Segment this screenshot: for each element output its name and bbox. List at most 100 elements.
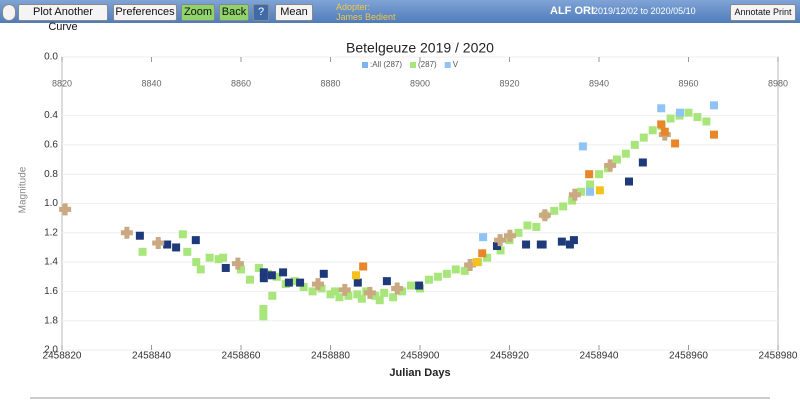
data-point <box>375 296 384 305</box>
data-point <box>172 243 181 252</box>
data-point <box>568 196 577 205</box>
x-tick-label: 2458900 <box>401 351 440 362</box>
data-point <box>219 253 228 262</box>
date-range: 2019/12/02 to 2020/05/10 <box>593 6 696 16</box>
data-point <box>319 269 328 278</box>
x2-tick-label: 8900 <box>410 78 430 88</box>
data-point <box>514 228 523 237</box>
data-point <box>363 286 376 299</box>
chart-title: Betelgeuze 2019 / 2020 <box>346 40 494 56</box>
data-point <box>296 278 305 287</box>
data-point <box>138 247 147 256</box>
button[interactable]: Plot Another Curve <box>18 4 108 33</box>
data-point <box>550 206 559 215</box>
x2-tick-label: 8840 <box>141 78 161 88</box>
data-point <box>442 269 451 278</box>
data-point <box>568 188 581 201</box>
data-point <box>451 265 460 274</box>
x-tick-label: 2458980 <box>759 351 798 362</box>
data-point <box>577 187 586 196</box>
data-point <box>710 130 719 139</box>
data-point <box>660 127 669 136</box>
data-point <box>335 293 344 302</box>
x2-tick-label: 8920 <box>499 78 519 88</box>
data-point <box>120 226 133 239</box>
data-point <box>205 253 214 262</box>
x2-tick-label: 8820 <box>52 78 72 88</box>
data-point <box>359 262 368 271</box>
data-point <box>478 249 487 258</box>
data-point <box>237 265 245 274</box>
data-point <box>684 108 693 117</box>
data-point <box>671 139 680 148</box>
x-tick-label: 2458840 <box>132 351 171 362</box>
data-point <box>231 257 244 270</box>
button[interactable]: Mean <box>275 4 313 21</box>
data-point <box>344 291 353 300</box>
data-point <box>398 287 407 296</box>
star-name: ALF ORI <box>550 5 594 17</box>
x-tick-label: 2458880 <box>311 351 350 362</box>
data-point <box>415 281 424 290</box>
data-point <box>538 240 547 249</box>
data-point <box>657 104 666 113</box>
data-point <box>268 291 277 300</box>
data-point <box>308 287 317 296</box>
data-point <box>538 209 551 222</box>
button[interactable]: Preferences <box>113 4 177 21</box>
y-axis-label: Magnitude <box>18 166 29 213</box>
data-point <box>338 283 351 296</box>
y-tick-label: 1.4 <box>44 257 58 268</box>
x2-tick-label: 8940 <box>589 78 609 88</box>
data-point <box>299 283 308 292</box>
data-point <box>196 265 205 274</box>
data-point <box>263 269 272 278</box>
x-axis-label: Julian Days <box>389 367 450 379</box>
legend-swatch <box>362 62 368 68</box>
y-tick-label: 1.2 <box>44 227 58 238</box>
data-point <box>163 240 172 249</box>
legend-label: (287) <box>418 60 437 69</box>
legend-swatch <box>410 62 417 68</box>
data-point <box>621 149 630 158</box>
data-point <box>311 278 324 291</box>
data-point <box>503 229 516 242</box>
button[interactable]: Annotate Print <box>730 4 796 21</box>
y-tick-label: 1.0 <box>44 198 58 209</box>
data-point <box>259 274 268 283</box>
menu-icon[interactable] <box>2 4 16 21</box>
data-point <box>483 253 492 262</box>
data-point <box>353 278 362 287</box>
legend-label: :All (287) <box>370 60 402 69</box>
data-point <box>371 291 380 300</box>
data-point <box>657 120 666 129</box>
x2-tick-label: 8880 <box>320 78 340 88</box>
button[interactable]: Back <box>219 4 249 21</box>
data-point <box>586 187 595 196</box>
data-point <box>326 290 335 299</box>
x-tick-label: 2458820 <box>43 351 82 362</box>
data-point <box>330 287 339 296</box>
button[interactable]: ? <box>253 4 269 21</box>
data-point <box>183 247 192 256</box>
y-tick-label: 0.6 <box>44 140 58 151</box>
x2-tick-label: 8980 <box>768 78 788 88</box>
y-tick-label: 0.8 <box>44 169 58 180</box>
toolbar: Plot Another Curve Preferences Zoom Back… <box>0 0 800 33</box>
data-point <box>272 272 281 281</box>
data-point <box>492 241 501 250</box>
data-point <box>254 263 263 272</box>
y-tick-label: 0.4 <box>44 110 58 121</box>
button[interactable]: Zoom <box>181 4 215 21</box>
data-point <box>284 278 293 287</box>
data-point <box>586 180 595 189</box>
data-point <box>585 170 594 179</box>
data-point <box>604 159 617 172</box>
data-point <box>630 140 639 149</box>
x2-tick-label: 8860 <box>231 78 251 88</box>
data-point <box>595 186 604 195</box>
data-point <box>352 271 361 280</box>
data-point <box>559 202 568 211</box>
